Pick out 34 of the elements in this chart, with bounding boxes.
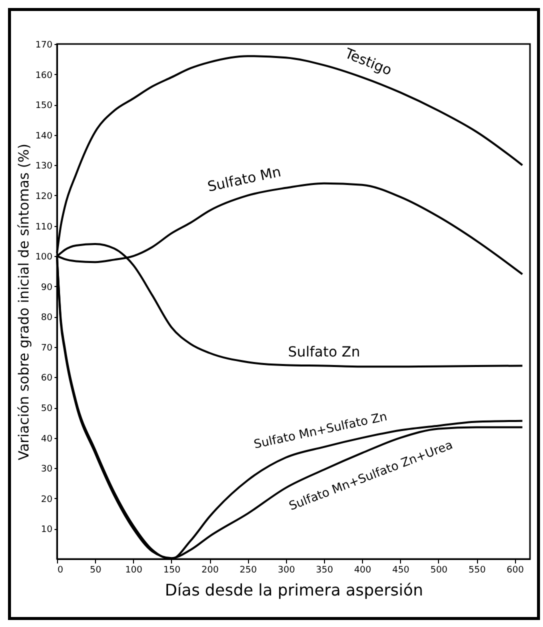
x-tick-label: 150 [163, 566, 181, 576]
y-tick-label: 110 [35, 222, 53, 232]
y-tick-label: 30 [41, 464, 53, 475]
y-tick-label: 50 [41, 404, 53, 414]
y-tick-label: 100 [35, 252, 53, 263]
y-tick-label: 70 [41, 343, 53, 354]
y-tick-label: 140 [35, 131, 53, 142]
y-tick-label: 120 [35, 192, 53, 202]
x-tick-label: 250 [240, 566, 258, 576]
x-axis-title: Días desde la primera aspersión [164, 580, 424, 600]
y-tick-label: 90 [41, 282, 53, 293]
y-tick-label: 160 [35, 70, 53, 81]
y-tick-label: 80 [41, 313, 53, 324]
x-tick-label: 200 [201, 566, 219, 576]
y-axis-title: Variación sobre grado inicial de síntomas (%) [16, 144, 32, 460]
x-tick-label: 50 [90, 566, 102, 576]
y-tick-label: 150 [35, 101, 53, 112]
x-tick-label: 100 [125, 566, 143, 576]
x-tick-label: 500 [430, 566, 448, 576]
x-tick-label: 300 [278, 566, 296, 576]
x-tick-label: 350 [316, 566, 334, 576]
x-tick-label: 600 [506, 566, 524, 576]
x-tick-label: 0 [58, 566, 64, 576]
y-tick-label: 170 [35, 40, 53, 50]
text: Sulfato Mn [206, 164, 283, 196]
y-tick-label: 130 [35, 162, 53, 172]
y-tick-label: 10 [41, 525, 53, 536]
x-tick-label: 400 [354, 566, 372, 576]
series-label: Sulfato Zn [288, 344, 360, 361]
y-tick-label: 40 [41, 434, 53, 444]
x-tick-label: 450 [392, 566, 410, 576]
x-tick-label: 550 [468, 566, 486, 576]
y-tick-label: 60 [41, 374, 53, 384]
y-tick-label: 20 [41, 494, 53, 505]
